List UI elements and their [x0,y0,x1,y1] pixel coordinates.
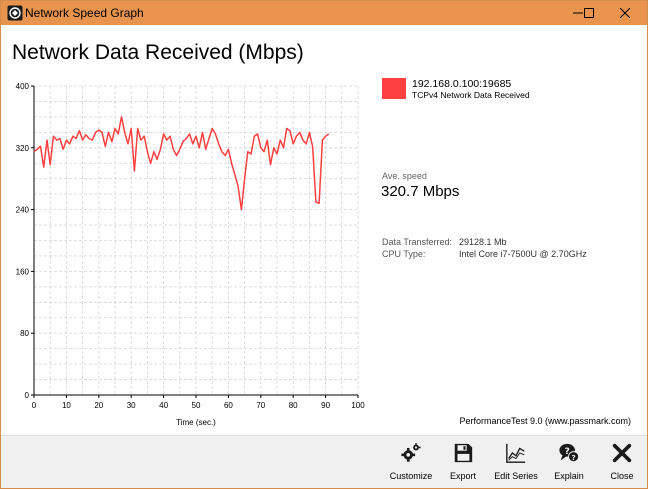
x-tick-label: 80 [289,401,298,410]
y-tick-label: 160 [16,267,30,276]
x-tick-label: 100 [351,401,365,410]
close-x-icon [612,443,632,463]
close-icon [620,8,630,18]
x-tick-label: 50 [192,401,201,410]
info-table: Data Transferred: 29128.1 Mb CPU Type: I… [382,237,587,260]
legend-host: 192.168.0.100:19685 [412,78,512,90]
help-icon: ? ? [559,443,580,463]
y-tick-label: 0 [25,391,30,400]
maximize-button[interactable] [566,1,612,25]
network-speed-chart: 0 80 160 240 320 400 0 10 20 30 40 50 60 70 80 90 100 Tim… [16,82,366,427]
explain-label: Explain [554,471,584,481]
x-tick-label: 30 [127,401,136,410]
explain-button[interactable]: ? ? Explain [541,442,597,486]
info-value: Intel Core i7-7500U @ 2.70GHz [459,248,587,259]
x-tick-label: 10 [62,401,71,410]
info-row: CPU Type: Intel Core i7-7500U @ 2.70GHz [382,249,587,261]
export-button[interactable]: Export [435,442,491,486]
title-bar[interactable]: Network Speed Graph [1,1,647,25]
series-line [33,116,330,211]
bottom-toolbar: Customize Export Edit Series [1,435,647,488]
info-key: Data Transferred: [382,237,453,247]
y-tick-label: 400 [16,82,30,91]
info-value: 29128.1 Mb [459,237,507,247]
x-tick-label: 70 [256,401,265,410]
legend-description: TCPv4 Network Data Received [412,90,530,100]
info-row: Data Transferred: 29128.1 Mb [382,237,587,249]
maximize-icon [584,8,594,18]
version-note: PerformanceTest 9.0 (www.passmark.com) [459,416,631,426]
close-button[interactable]: Close [594,442,647,486]
line-chart-icon [506,443,526,463]
average-speed-label: Ave. speed [382,171,427,181]
info-key: CPU Type: [382,248,426,259]
export-label: Export [449,471,476,481]
close-label: Close [610,471,634,481]
edit-series-label: Edit Series [494,471,538,481]
x-tick-label: 60 [224,401,233,410]
x-tick-label: 40 [159,401,168,410]
y-tick-label: 80 [20,329,29,338]
x-tick-label: 0 [32,401,37,410]
close-window-button[interactable] [602,1,647,25]
legend-color-swatch [382,78,406,99]
minimize-button[interactable] [555,1,601,25]
x-axis-label: Time (sec.) [176,418,216,427]
page-title: Network Data Received (Mbps) [12,41,304,64]
edit-series-button[interactable]: Edit Series [488,442,544,486]
save-icon [454,443,473,463]
x-tick-label: 90 [321,401,330,410]
average-speed-value: 320.7 Mbps [381,183,460,200]
minimize-icon [573,12,583,14]
svg-text:?: ? [571,453,575,462]
customize-label: Customize [389,471,433,481]
main-content: Network Data Received (Mbps) 0 80 160 240 32… [1,25,647,435]
gears-icon [401,443,421,462]
y-tick-label: 320 [16,144,30,153]
window-title: Network Speed Graph [25,6,144,20]
app-logo-icon [7,5,23,21]
x-tick-label: 20 [94,401,103,410]
svg-text:?: ? [565,446,570,457]
customize-button[interactable]: Customize [383,442,439,486]
y-tick-label: 240 [16,206,30,215]
